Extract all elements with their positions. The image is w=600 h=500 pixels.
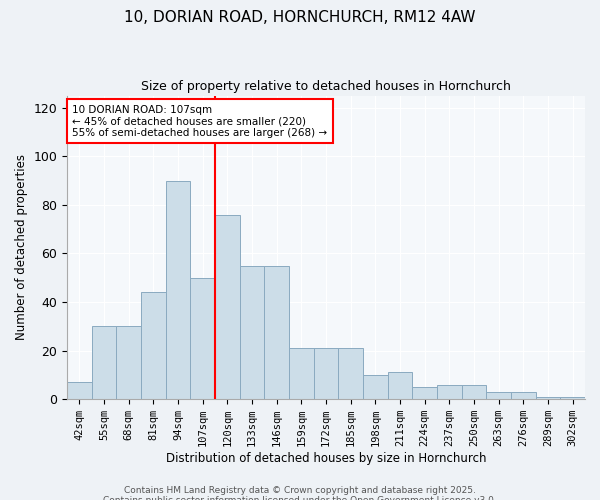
- Bar: [166, 180, 190, 399]
- Bar: [363, 375, 388, 399]
- Bar: [240, 266, 265, 399]
- Y-axis label: Number of detached properties: Number of detached properties: [15, 154, 28, 340]
- Title: Size of property relative to detached houses in Hornchurch: Size of property relative to detached ho…: [141, 80, 511, 93]
- Bar: [412, 387, 437, 399]
- Bar: [487, 392, 511, 399]
- Text: 10, DORIAN ROAD, HORNCHURCH, RM12 4AW: 10, DORIAN ROAD, HORNCHURCH, RM12 4AW: [124, 10, 476, 25]
- Bar: [190, 278, 215, 399]
- X-axis label: Distribution of detached houses by size in Hornchurch: Distribution of detached houses by size …: [166, 452, 487, 465]
- Text: Contains public sector information licensed under the Open Government Licence v3: Contains public sector information licen…: [103, 496, 497, 500]
- Text: Contains HM Land Registry data © Crown copyright and database right 2025.: Contains HM Land Registry data © Crown c…: [124, 486, 476, 495]
- Bar: [116, 326, 141, 399]
- Bar: [437, 384, 462, 399]
- Text: 10 DORIAN ROAD: 107sqm
← 45% of detached houses are smaller (220)
55% of semi-de: 10 DORIAN ROAD: 107sqm ← 45% of detached…: [73, 104, 328, 138]
- Bar: [314, 348, 338, 399]
- Bar: [215, 214, 240, 399]
- Bar: [388, 372, 412, 399]
- Bar: [338, 348, 363, 399]
- Bar: [92, 326, 116, 399]
- Bar: [141, 292, 166, 399]
- Bar: [289, 348, 314, 399]
- Bar: [462, 384, 487, 399]
- Bar: [511, 392, 536, 399]
- Bar: [536, 397, 560, 399]
- Bar: [560, 397, 585, 399]
- Bar: [265, 266, 289, 399]
- Bar: [67, 382, 92, 399]
